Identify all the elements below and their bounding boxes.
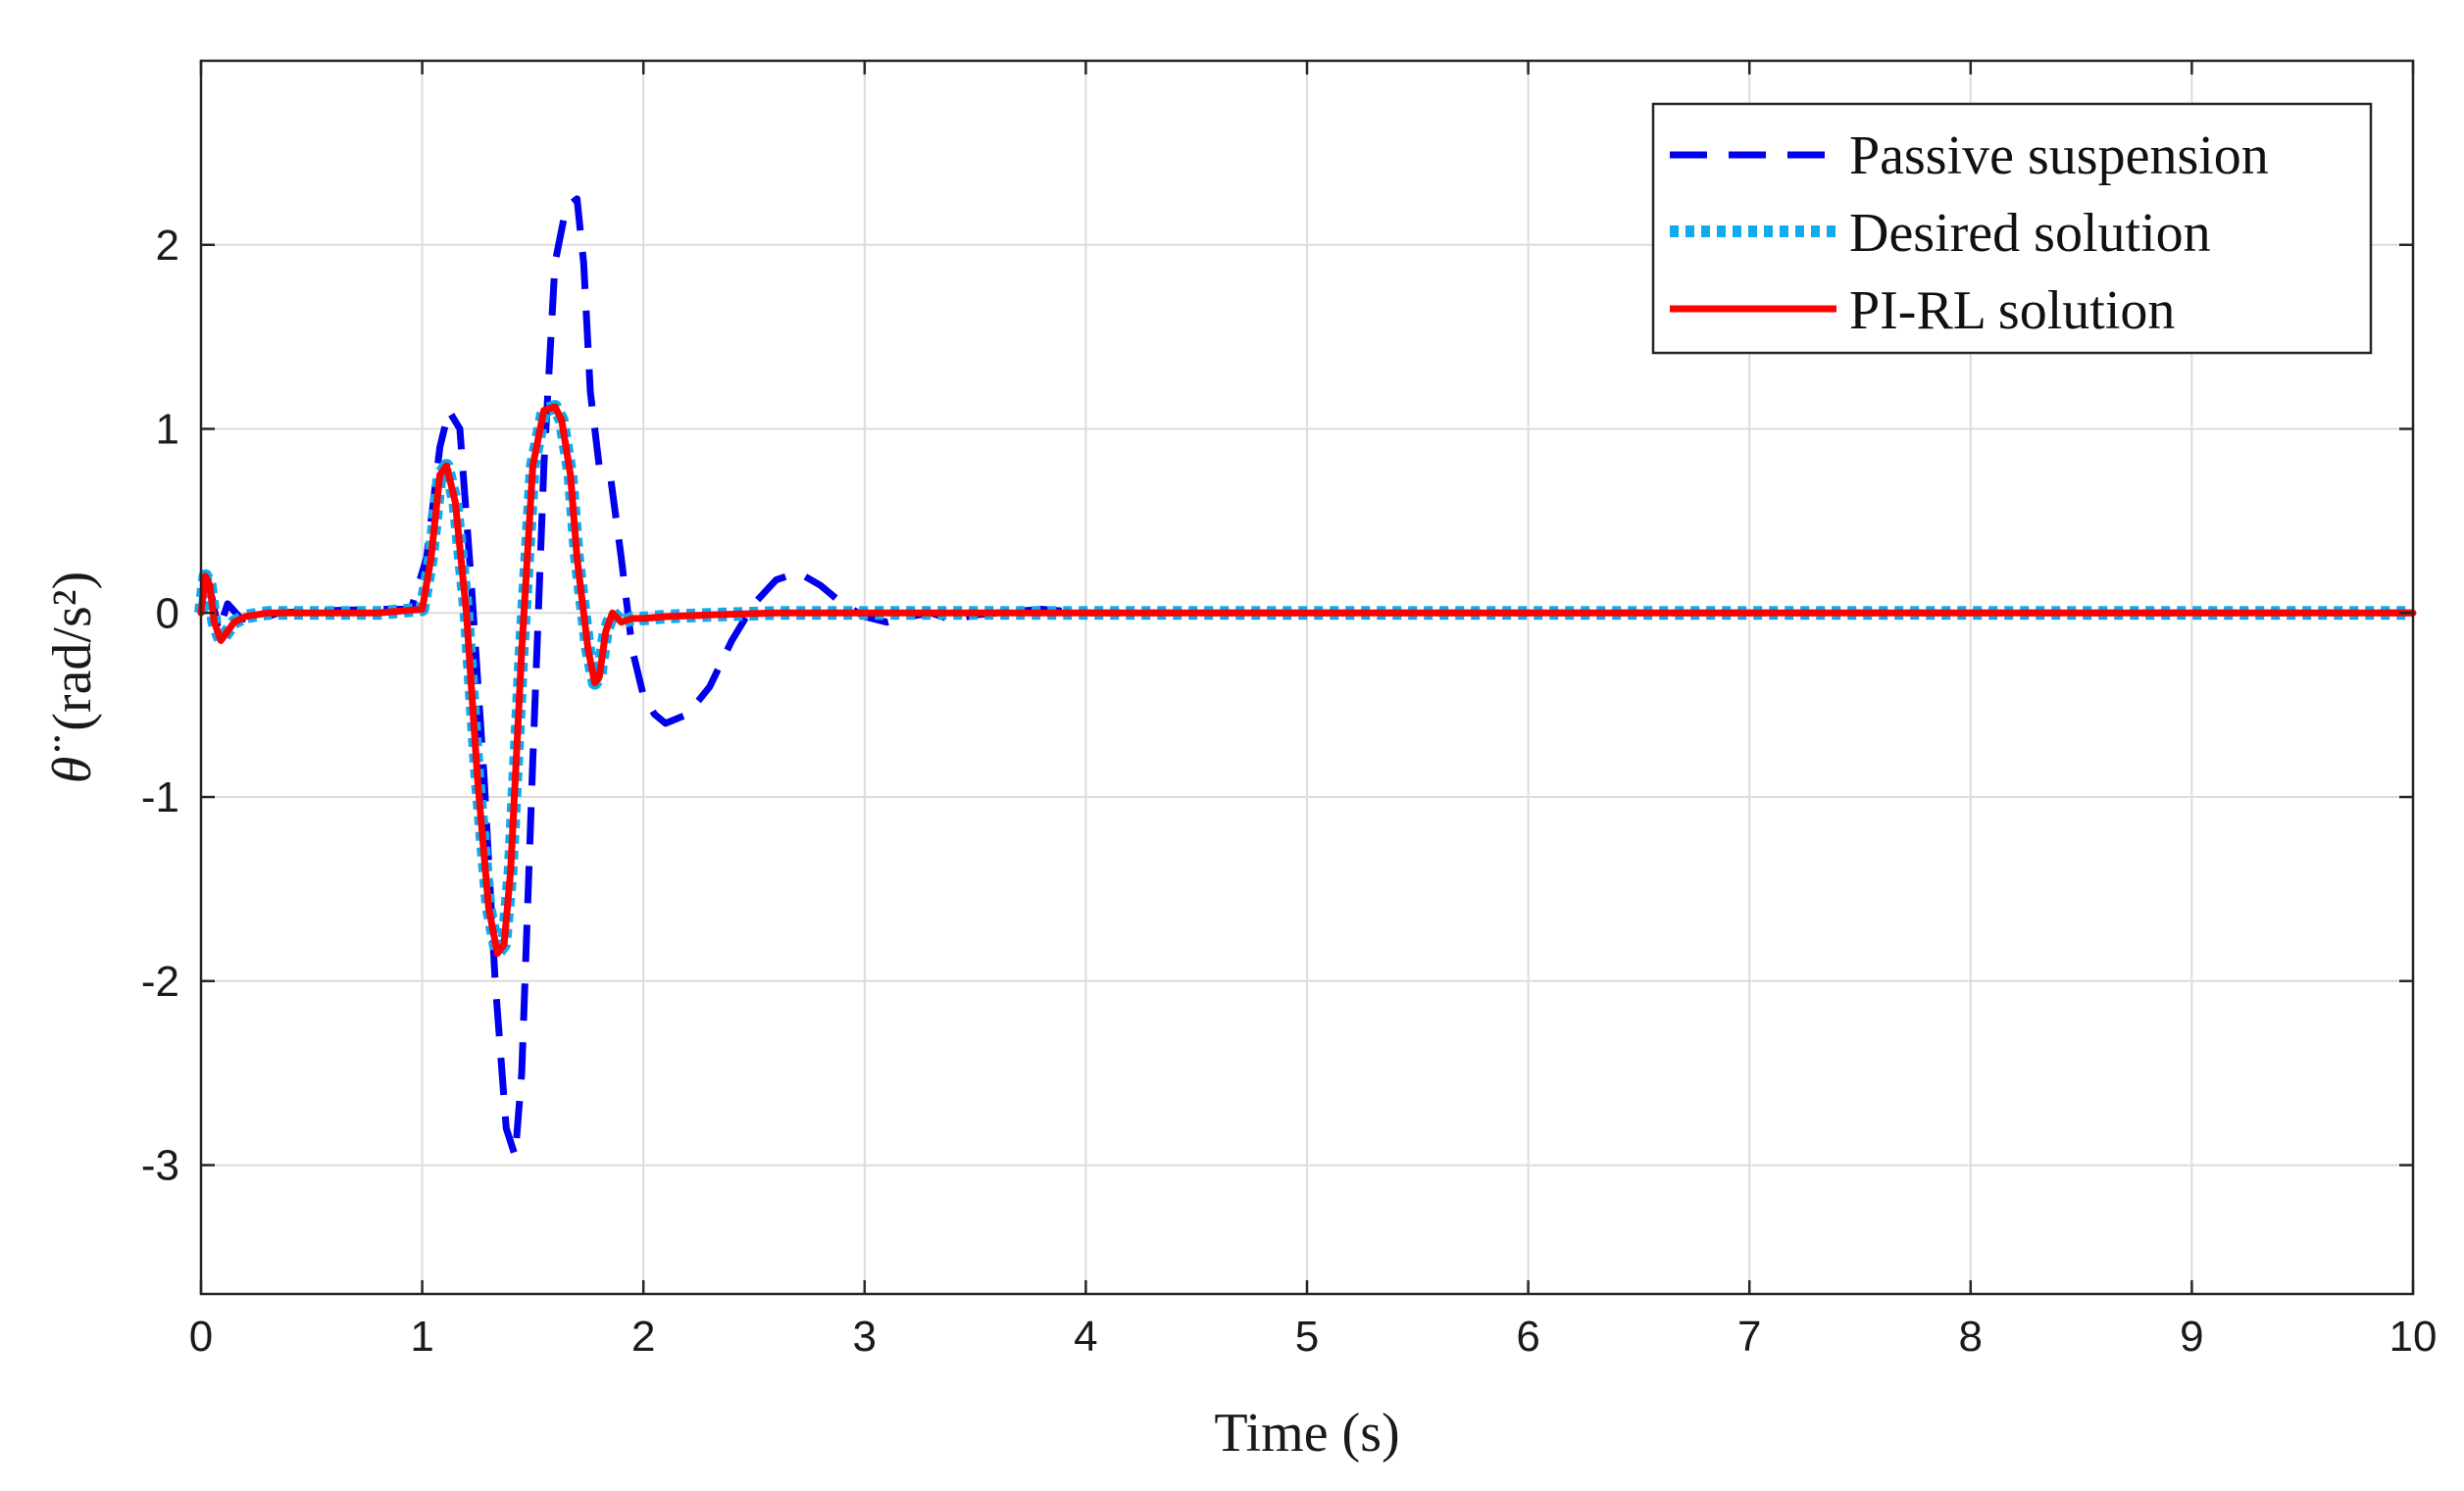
y-axis-unit: (rad/s²) <box>42 572 103 731</box>
x-tick-label: 6 <box>1516 1313 1539 1361</box>
x-tick-label: 3 <box>853 1313 877 1361</box>
x-axis-title: Time (s) <box>1214 1403 1399 1464</box>
x-tick-label: 4 <box>1074 1313 1097 1361</box>
legend-label-pirl: PI-RL solution <box>1849 280 2175 341</box>
legend: Passive suspension Desired solution PI-R… <box>1651 102 2373 355</box>
tick-labels: 0 1 2 3 4 5 6 7 8 9 10 -3 -2 -1 0 1 2 <box>141 222 2438 1361</box>
y-axis-symbol: θ̈ <box>42 736 103 784</box>
legend-label-passive: Passive suspension <box>1849 125 2269 186</box>
x-tick-label: 0 <box>189 1313 213 1361</box>
y-tick-label: -3 <box>141 1142 179 1190</box>
x-tick-label: 2 <box>631 1313 655 1361</box>
y-tick-label: -2 <box>141 958 179 1006</box>
x-tick-label: 8 <box>1959 1313 1983 1361</box>
x-tick-label: 10 <box>2389 1313 2438 1361</box>
x-tick-label: 9 <box>2180 1313 2203 1361</box>
series-line-pirl <box>197 403 2417 958</box>
y-axis-title-group: θ̈ (rad/s²) <box>42 572 103 783</box>
y-tick-label: 0 <box>156 589 179 637</box>
y-tick-label: 1 <box>156 406 179 454</box>
x-tick-label: 7 <box>1737 1313 1761 1361</box>
x-tick-label: 5 <box>1295 1313 1319 1361</box>
legend-label-desired: Desired solution <box>1849 203 2211 264</box>
y-tick-label: -1 <box>141 773 179 821</box>
ticks <box>199 61 2415 1294</box>
series-layer <box>194 195 2417 1160</box>
y-axis-title: θ̈ (rad/s²) <box>42 572 103 783</box>
x-tick-label: 1 <box>410 1313 433 1361</box>
y-tick-label: 2 <box>156 222 179 270</box>
